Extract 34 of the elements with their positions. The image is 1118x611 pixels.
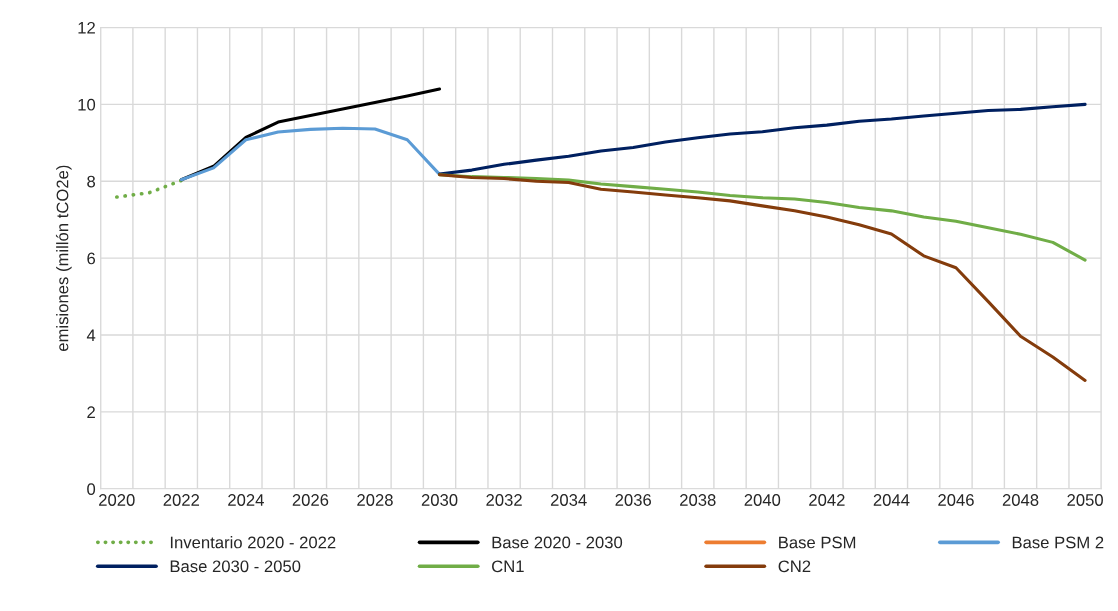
x-tick-label: 2044 (873, 494, 910, 506)
x-tick-label: 2026 (292, 494, 329, 506)
x-tick-label: 2040 (744, 494, 781, 506)
x-tick-label: 2050 (1067, 494, 1103, 506)
line-series (438, 173, 1087, 382)
legend-label: Base PSM 2 (1012, 536, 1104, 549)
x-tick-label: 2046 (938, 494, 974, 506)
x-tick-label: 2020 (99, 494, 135, 506)
y-tick-label: 6 (87, 252, 96, 265)
legend-label: CN2 (778, 560, 811, 573)
x-tick-label: 2030 (421, 494, 458, 506)
x-tick-label: 2022 (163, 494, 200, 506)
x-tick-label: 2028 (357, 494, 393, 506)
x-tick-label: 2036 (615, 494, 652, 506)
legend-label: Base PSM (779, 536, 856, 549)
y-tick-label: 2 (87, 406, 95, 418)
x-tick-label: 2034 (550, 494, 587, 506)
line-series (438, 102, 1087, 176)
line-series (179, 126, 442, 182)
legend-label: Inventario 2020 - 2022 (170, 536, 336, 549)
x-tick-label: 2048 (1002, 494, 1039, 506)
x-tick-label: 2038 (680, 494, 716, 506)
y-tick-label: 12 (78, 21, 95, 34)
y-axis-title: emisiones (millón tCO2e) (55, 165, 72, 351)
legend-label: CN1 (492, 560, 524, 573)
x-tick-label: 2032 (486, 494, 522, 506)
legend-label: Base 2030 - 2050 (170, 560, 301, 573)
y-tick-label: 0 (87, 483, 96, 495)
x-tick-label: 2024 (228, 494, 264, 506)
y-tick-label: 10 (78, 98, 96, 111)
x-tick-label: 2042 (809, 494, 845, 506)
y-tick-label: 8 (87, 175, 96, 188)
y-tick-label: 4 (86, 329, 96, 342)
legend-label: Base 2020 - 2030 (492, 536, 623, 549)
